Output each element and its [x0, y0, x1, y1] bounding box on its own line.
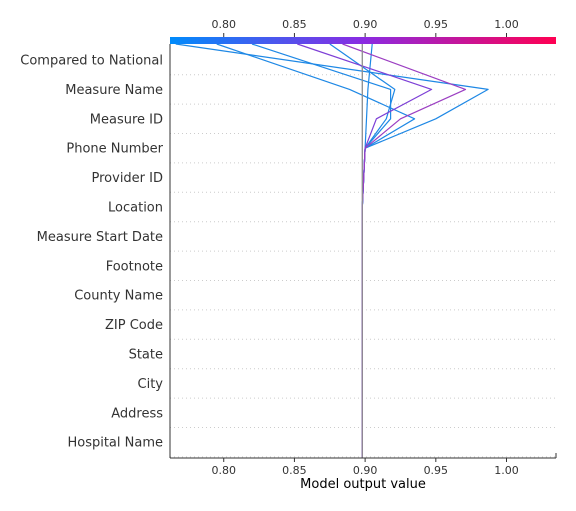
x-axis-label: Model output value [300, 477, 426, 492]
feature-label: Location [108, 201, 163, 216]
feature-label: Measure ID [90, 112, 163, 127]
x-tick-label: 0.90 [353, 464, 378, 477]
decision-line [297, 43, 433, 458]
gridlines [170, 74, 556, 458]
feature-label: Footnote [106, 259, 163, 274]
decision-line [251, 43, 392, 458]
feature-label: City [138, 377, 164, 392]
feature-label: State [129, 348, 163, 363]
feature-label: Provider ID [92, 171, 164, 186]
decision-line [342, 43, 467, 458]
top-tick-label: 1.00 [494, 18, 519, 31]
feature-label: Compared to National [20, 54, 163, 69]
feature-label: Measure Name [65, 83, 163, 98]
top-tick-label: 0.85 [282, 18, 307, 31]
decision-lines [175, 43, 489, 458]
x-tick-label: 0.85 [282, 464, 307, 477]
colorbar-gradient [170, 37, 556, 44]
x-tick-label: 0.95 [424, 464, 449, 477]
x-tick-label: 1.00 [494, 464, 519, 477]
x-tick-label: 0.80 [211, 464, 236, 477]
feature-label: County Name [74, 289, 163, 304]
feature-label: ZIP Code [105, 318, 163, 333]
top-tick-label: 0.95 [424, 18, 449, 31]
feature-label: Measure Start Date [37, 230, 163, 245]
top-tick-label: 0.90 [353, 18, 378, 31]
feature-label: Hospital Name [67, 436, 163, 451]
colorbar: 0.80 0.85 0.90 0.95 1.00 [170, 18, 556, 44]
top-tick-label: 0.80 [211, 18, 236, 31]
x-axis: 0.80 0.85 0.90 0.95 1.00 [169, 44, 557, 477]
feature-label: Phone Number [66, 142, 163, 157]
feature-labels: Compared to National Measure Name Measure … [20, 54, 163, 451]
feature-label: Address [111, 406, 163, 421]
